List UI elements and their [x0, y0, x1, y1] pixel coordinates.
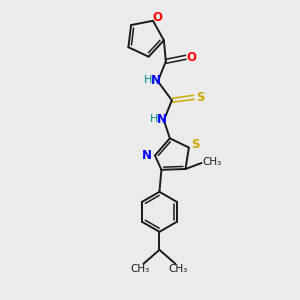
Text: N: N — [142, 149, 152, 162]
Text: CH₃: CH₃ — [203, 157, 222, 167]
Text: H: H — [150, 114, 158, 124]
Text: CH₃: CH₃ — [169, 264, 188, 274]
Text: N: N — [151, 74, 161, 87]
Text: N: N — [157, 113, 167, 126]
Text: H: H — [144, 75, 152, 85]
Text: O: O — [152, 11, 162, 24]
Text: CH₃: CH₃ — [131, 264, 150, 274]
Text: O: O — [187, 51, 197, 64]
Text: S: S — [190, 138, 199, 151]
Text: S: S — [196, 91, 205, 104]
